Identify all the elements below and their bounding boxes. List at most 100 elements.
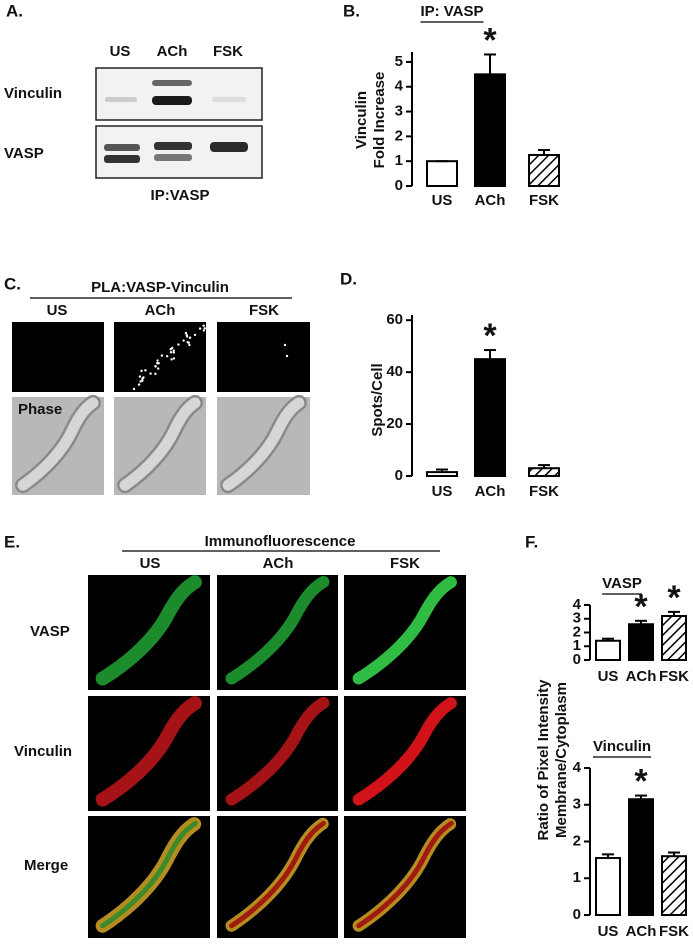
pla-spot: [156, 362, 159, 365]
y-tick-label: 20: [386, 415, 403, 432]
x-tick-label: FSK: [529, 483, 559, 500]
pla-spot: [188, 343, 191, 347]
pla-spot: [169, 347, 172, 351]
micrographs: [12, 322, 310, 495]
column-label: US: [140, 555, 161, 572]
x-tick-label: ACh: [626, 668, 657, 685]
bar: [474, 358, 506, 478]
pla-spot: [184, 331, 188, 335]
cell: [95, 574, 203, 686]
y-tick-label: 60: [386, 311, 403, 328]
x-tick-label: ACh: [626, 923, 657, 940]
y-axis-label: Membrane/Cytoplasm: [553, 682, 570, 838]
pla-spot: [154, 364, 157, 368]
y-tick-label: 0: [573, 651, 581, 668]
y-axis-label: Vinculin: [353, 91, 370, 149]
y-axis-label: Spots/Cell: [369, 363, 386, 436]
pla-spot: [138, 375, 142, 378]
row-label: VASP: [4, 145, 44, 162]
x-tick-label: ACh: [475, 192, 506, 209]
y-tick-label: 0: [573, 906, 581, 923]
blot: [95, 125, 263, 179]
row-label: Vinculin: [4, 85, 62, 102]
row-label: Phase: [18, 401, 62, 418]
cell: [352, 696, 458, 806]
y-tick-label: 0: [395, 177, 403, 194]
panel-letter: E.: [4, 532, 20, 551]
y-axis-label: Fold Increase: [371, 72, 388, 169]
bar: [474, 73, 506, 187]
bar: [426, 160, 458, 187]
pla-spot: [202, 324, 205, 327]
pla-spot: [169, 351, 173, 354]
row-label: VASP: [30, 623, 70, 640]
pla-spot: [170, 358, 173, 361]
pla-spot: [156, 359, 159, 362]
x-tick-label: US: [598, 668, 619, 685]
bar: [595, 857, 621, 916]
y-tick-label: 4: [395, 78, 404, 95]
y-tick-label: 5: [395, 53, 403, 70]
pla-spot: [185, 334, 188, 337]
y-tick-label: 4: [573, 596, 582, 613]
y-tick-label: 3: [395, 103, 403, 120]
column-label: US: [47, 302, 68, 319]
y-tick-label: 1: [573, 869, 581, 886]
panel-header: Immunofluorescence: [205, 533, 356, 550]
x-tick-label: ACh: [475, 483, 506, 500]
pla-spot: [139, 380, 142, 383]
x-tick-label: FSK: [659, 923, 689, 940]
x-tick-label: US: [432, 192, 453, 209]
pla-spot: [157, 367, 160, 370]
x-tick-label: US: [598, 923, 619, 940]
cell: [95, 695, 203, 807]
bar: [628, 798, 654, 916]
cell: [100, 820, 198, 929]
y-tick-label: 1: [395, 152, 403, 169]
row-label: Vinculin: [14, 743, 72, 760]
significance-mark: *: [634, 763, 648, 801]
blot-caption: IP:VASP: [151, 187, 210, 204]
column-label: ACh: [263, 555, 294, 572]
pla-spot: [182, 339, 185, 342]
micrograph: [114, 322, 206, 392]
panel-header: PLA:VASP-Vinculin: [91, 279, 229, 296]
panel-letter: C.: [4, 274, 21, 293]
pla-spot: [202, 329, 206, 332]
panel-letter: D.: [340, 269, 357, 288]
pla-spot: [172, 357, 176, 360]
pla-spot: [187, 341, 191, 344]
cell: [119, 397, 201, 491]
significance-mark: *: [483, 317, 497, 355]
y-tick-label: 3: [573, 610, 581, 627]
row-label: Merge: [24, 857, 68, 874]
cell: [222, 397, 305, 491]
bar: [661, 855, 687, 917]
chart-title: VASP: [602, 575, 642, 592]
column-label: ACh: [145, 302, 176, 319]
y-tick-label: 2: [395, 127, 403, 144]
pla-spot: [160, 354, 164, 357]
column-label: FSK: [249, 302, 279, 319]
y-axis-label: Ratio of Pixel Intensity: [535, 679, 552, 841]
bar: [528, 467, 560, 478]
pla-spot: [285, 354, 289, 358]
micrograph: [217, 322, 310, 392]
pla-spot: [172, 349, 175, 352]
micrographs: [88, 574, 466, 938]
column-label: FSK: [390, 555, 420, 572]
y-tick-label: 1: [573, 637, 581, 654]
blot: [95, 67, 263, 121]
cell: [352, 575, 458, 685]
pla-spot: [140, 369, 143, 373]
panel-letter: B.: [343, 1, 360, 20]
x-tick-label: FSK: [659, 668, 689, 685]
pla-spot: [188, 336, 192, 339]
y-tick-label: 4: [573, 759, 582, 776]
y-tick-label: 0: [395, 467, 403, 484]
cell: [17, 397, 99, 491]
pla-spot: [142, 376, 145, 379]
bar: [528, 153, 560, 187]
bar: [628, 623, 654, 661]
